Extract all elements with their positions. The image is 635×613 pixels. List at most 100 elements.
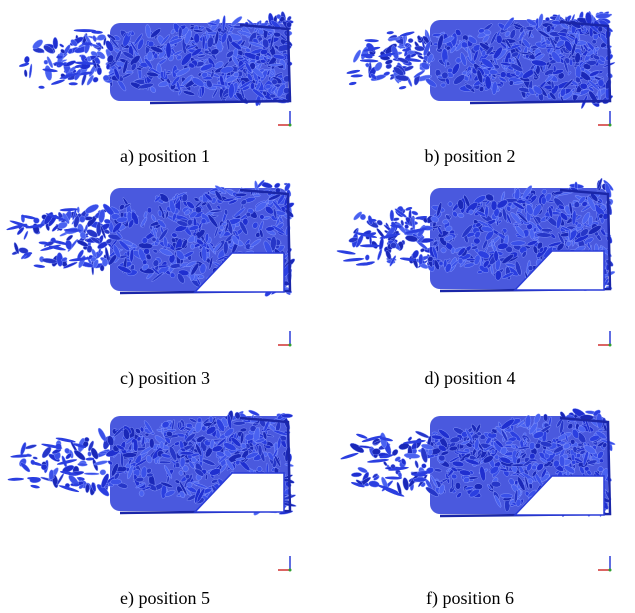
vortex-tube [351, 472, 362, 477]
vortex-image [346, 10, 615, 126]
vortex-tube [79, 216, 85, 223]
vortex-fragment [360, 244, 381, 247]
vortex-image [19, 11, 294, 126]
vortex-tube [145, 433, 149, 436]
vortex-fragment [349, 81, 357, 86]
vortex-tube [92, 35, 97, 42]
vortex-image [336, 178, 615, 347]
vortex-tube [139, 490, 144, 496]
vortex-tube [77, 207, 80, 213]
vortex-tube [29, 64, 33, 79]
vortex-fragment [351, 74, 363, 78]
vortex-tube [368, 480, 380, 488]
vortex-tube [235, 193, 247, 197]
vortex-tube [33, 456, 38, 459]
vortex-tube [402, 477, 410, 491]
vortex-tube [253, 194, 260, 197]
vortex-fragment [8, 478, 24, 482]
vortex-tube [24, 56, 30, 64]
vortex-fragment [27, 477, 40, 481]
vortex-tube [574, 37, 578, 45]
vortex-image [6, 179, 296, 346]
vortex-tube [599, 459, 603, 463]
vortex-tube [570, 439, 575, 444]
vortex-tube [250, 83, 254, 90]
vortex-fragment [405, 206, 413, 211]
caption: b) position 2 [424, 146, 515, 167]
vortex-tube [77, 463, 87, 467]
vortex-fragment [399, 85, 407, 90]
vortex-fragment [356, 433, 368, 440]
vortex-tube [414, 460, 419, 468]
vortex-tube [439, 261, 443, 265]
vortex-tube [474, 484, 482, 490]
caption: c) position 3 [120, 368, 210, 389]
vortex-tube [598, 466, 604, 472]
vortex-tube [349, 441, 366, 454]
vortex-fragment [360, 59, 379, 63]
vortex-image [340, 407, 616, 572]
axis-icon [609, 569, 612, 572]
vortex-tube [383, 461, 388, 466]
axis-icon [289, 124, 292, 127]
vortex-fragment [38, 86, 44, 89]
vortex-tube [494, 250, 499, 261]
vortex-tube [500, 493, 513, 498]
vortex-tube [491, 201, 497, 211]
vortex-tube [407, 50, 414, 54]
caption: e) position 5 [120, 588, 210, 609]
vortex-tube [23, 231, 29, 241]
vortex-tube [166, 42, 172, 58]
vortex-fragment [51, 79, 66, 86]
caption: f) position 6 [426, 588, 514, 609]
vortex-fragment [364, 39, 378, 43]
vortex-fragment [340, 452, 359, 461]
vortex-fragment [343, 257, 365, 262]
vortex-tube [201, 218, 206, 223]
vortex-tube [415, 430, 430, 439]
vortex-tube [24, 69, 28, 77]
vortex-tube [84, 216, 92, 220]
vortex-fragment [336, 249, 355, 255]
vortex-tube [352, 49, 362, 63]
vortex-tube [413, 477, 427, 482]
caption: a) position 1 [120, 146, 210, 167]
vortex-fragment [91, 31, 103, 34]
axis-icon [609, 124, 612, 127]
vortex-tube [545, 17, 549, 21]
vortex-tube [160, 442, 164, 449]
vortex-tube [593, 48, 596, 53]
vortex-tube [541, 197, 546, 205]
vortex-fragment [30, 484, 40, 489]
vortex-tube [207, 32, 223, 35]
vortex-tube [421, 463, 426, 468]
vortex-fragment [346, 69, 360, 75]
axis-icon [289, 344, 292, 347]
vortex-fragment [33, 264, 45, 268]
caption: d) position 4 [424, 368, 515, 389]
vortex-tube [411, 210, 419, 216]
vortex-tube [390, 210, 394, 221]
vortex-tube [125, 71, 133, 74]
axis-icon [289, 569, 292, 572]
vortex-tube [383, 71, 390, 77]
vortex-tube [451, 479, 454, 489]
vortex-image [8, 409, 297, 571]
vortex-tube [365, 254, 370, 260]
vortex-tube [447, 68, 452, 73]
vortex-tube [553, 66, 556, 72]
vortex-tube [404, 453, 420, 459]
vortex-tube [97, 427, 108, 442]
vortex-tube [418, 254, 423, 265]
vortex-tube [219, 225, 223, 230]
axis-icon [609, 344, 612, 347]
panel-images [6, 10, 616, 571]
vortex-tube [286, 22, 291, 28]
vortex-fragment [386, 31, 393, 35]
vortex-tube [577, 443, 582, 447]
vortex-tube [440, 83, 446, 88]
vortex-tube [84, 473, 99, 475]
vortex-tube [388, 38, 401, 41]
vortex-tube [149, 438, 154, 448]
vortex-tube [87, 245, 92, 252]
